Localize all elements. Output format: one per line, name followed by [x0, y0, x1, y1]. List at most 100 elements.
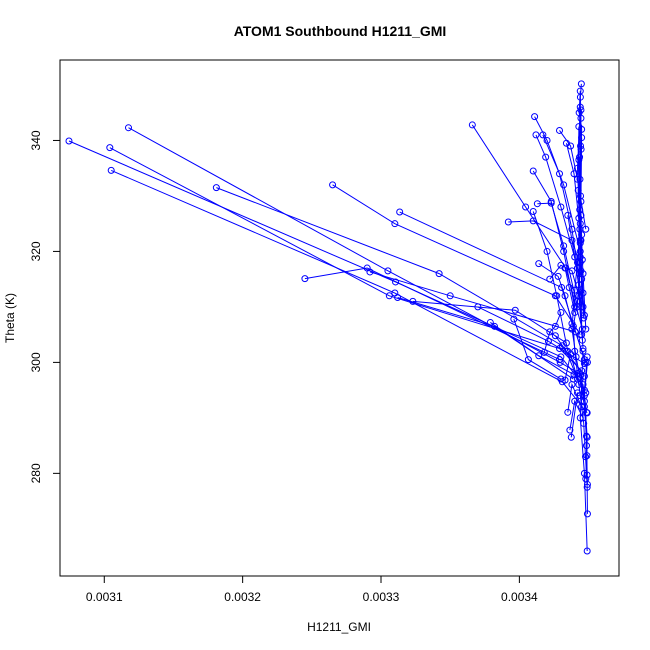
data-point — [510, 315, 518, 323]
data-point — [474, 303, 482, 311]
series-line — [564, 267, 576, 313]
data-point — [571, 308, 579, 316]
data-series — [529, 167, 579, 311]
data-series — [510, 315, 565, 383]
data-point — [560, 181, 568, 189]
data-point — [561, 292, 569, 300]
data-point — [576, 87, 584, 95]
data-series — [561, 350, 583, 389]
data-point — [577, 267, 585, 275]
data-point — [575, 214, 583, 222]
data-point — [551, 322, 559, 330]
x-tick-label: 0.0032 — [224, 590, 261, 604]
series-line — [532, 211, 569, 352]
series-line — [534, 116, 581, 252]
data-point — [573, 164, 581, 172]
data-point — [576, 103, 584, 111]
data-point — [583, 452, 591, 460]
data-point — [511, 306, 519, 314]
series-line — [578, 256, 583, 341]
data-series — [301, 264, 563, 364]
data-point — [535, 352, 543, 360]
data-point — [329, 181, 337, 189]
data-series — [65, 137, 590, 416]
data-point — [557, 203, 565, 211]
data-point — [557, 375, 565, 383]
data-point — [577, 106, 585, 114]
series-line — [513, 318, 562, 380]
data-point — [391, 220, 399, 228]
chart-title: ATOM1 Southbound H1211_GMI — [234, 23, 447, 39]
data-point — [580, 469, 588, 477]
data-point — [65, 137, 73, 145]
data-series — [124, 124, 588, 405]
data-point — [551, 332, 559, 340]
series-line — [397, 296, 574, 380]
data-point — [554, 272, 562, 280]
data-series — [529, 207, 572, 355]
data-series — [107, 166, 591, 417]
data-point — [577, 197, 585, 205]
data-point — [583, 547, 591, 555]
data-point — [570, 170, 578, 178]
data-point — [366, 268, 374, 276]
series-line — [537, 202, 578, 308]
series-line — [564, 353, 580, 385]
data-point — [409, 297, 417, 305]
data-point — [568, 225, 576, 233]
data-point — [106, 144, 114, 152]
series-line — [332, 184, 581, 335]
data-point — [543, 247, 551, 255]
data-point — [575, 123, 583, 131]
x-axis: 0.0031 0.0032 0.0033 0.0034 — [86, 575, 538, 604]
data-point — [573, 389, 581, 397]
data-point — [567, 350, 575, 358]
data-point — [558, 283, 566, 291]
data-point — [124, 124, 132, 132]
series-line — [580, 234, 585, 316]
data-series — [577, 231, 588, 319]
data-point — [524, 356, 532, 364]
data-point — [582, 442, 590, 450]
data-point — [486, 318, 494, 326]
data-point — [561, 376, 569, 384]
y-axis-label: Theta (K) — [3, 293, 17, 343]
data-point — [576, 253, 584, 261]
data-point — [532, 131, 540, 139]
data-point — [556, 126, 563, 134]
series-line — [567, 382, 583, 413]
data-point — [578, 231, 586, 239]
data-point — [553, 292, 561, 300]
data-point — [582, 408, 590, 416]
data-point — [577, 142, 585, 150]
data-point — [546, 275, 554, 283]
data-point — [564, 211, 572, 219]
data-point — [571, 328, 579, 336]
data-point — [580, 372, 588, 380]
data-point — [556, 170, 563, 178]
y-tick-label: 340 — [29, 130, 43, 150]
series-line — [538, 263, 573, 324]
data-point — [561, 264, 569, 272]
x-tick-label: 0.0033 — [363, 590, 400, 604]
data-series — [212, 184, 588, 380]
x-axis-label: H1211_GMI — [307, 620, 371, 634]
data-point — [582, 453, 590, 461]
data-point — [577, 80, 585, 88]
series-line — [490, 322, 575, 376]
series-line — [128, 127, 585, 402]
data-series — [540, 308, 565, 356]
data-point — [556, 356, 563, 364]
data-point — [576, 153, 584, 161]
series-line — [471, 124, 583, 330]
data-point — [540, 348, 548, 356]
y-tick-label: 320 — [29, 241, 43, 261]
data-series — [561, 264, 579, 316]
data-point — [583, 510, 591, 518]
data-point — [522, 203, 530, 211]
x-tick-label: 0.0031 — [86, 590, 123, 604]
series-line — [542, 134, 584, 307]
data-point — [504, 218, 512, 226]
data-point — [568, 267, 576, 275]
data-point — [557, 308, 565, 316]
